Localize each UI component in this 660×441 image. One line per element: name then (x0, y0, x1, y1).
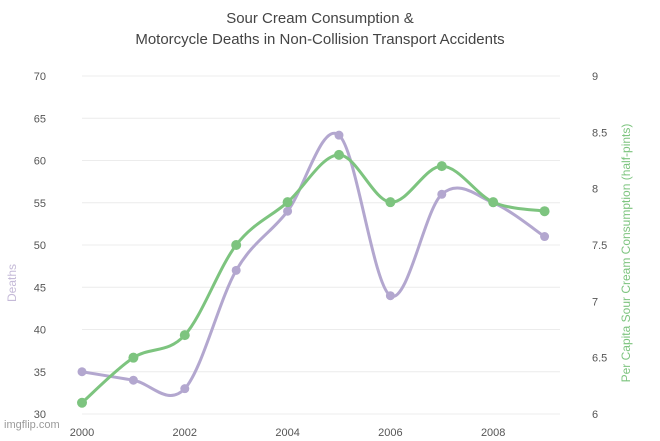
y-left-tick-label: 55 (34, 198, 46, 210)
data-point (540, 232, 550, 242)
y-left-tick-label: 45 (34, 282, 46, 294)
y-left-ticks: 30 35 40 45 50 55 60 65 70 (34, 71, 46, 421)
series-line (80, 153, 547, 405)
series-sour-cream (77, 149, 550, 408)
data-point (77, 397, 87, 408)
data-point (231, 240, 242, 250)
axis-titles: Deaths Per Capita Sour Cream Consumption … (5, 124, 633, 383)
y-left-tick-label: 30 (34, 409, 46, 421)
data-point (333, 149, 344, 160)
y-left-tick-label: 60 (34, 156, 46, 168)
watermark: imgflip.com (4, 419, 60, 431)
y-right-tick-label: 7.5 (592, 240, 607, 252)
x-tick-label: 2008 (481, 427, 505, 436)
x-ticks: 2000 2002 2004 2006 2008 (70, 427, 506, 439)
data-point (488, 197, 499, 208)
y-left-tick-label: 70 (34, 71, 46, 83)
x-tick-label: 2004 (275, 427, 299, 436)
y-right-tick-label: 6.5 (592, 353, 607, 365)
data-point (283, 206, 293, 216)
series (77, 130, 550, 408)
data-point (436, 161, 447, 172)
y-right-tick-label: 7 (592, 296, 598, 308)
chart-title-line: Motorcycle Deaths in Non-Collision Trans… (135, 31, 504, 48)
x-tick-label: 2006 (378, 427, 402, 436)
grid (82, 75, 560, 415)
series-deaths (77, 130, 550, 397)
y-right-tick-label: 8 (592, 184, 598, 196)
y-right-tick-label: 6 (592, 409, 598, 421)
data-point (179, 330, 190, 341)
data-point (128, 352, 139, 363)
y-left-tick-label: 35 (34, 367, 46, 379)
y-left-tick-label: 50 (34, 240, 46, 252)
data-point (282, 197, 293, 208)
data-point (77, 367, 87, 377)
chart-title: Sour Cream Consumption & Motorcycle Death… (135, 10, 504, 48)
x-tick-label: 2002 (173, 427, 197, 436)
y-right-tick-label: 9 (592, 71, 598, 83)
data-point (539, 206, 550, 217)
data-point (437, 189, 447, 199)
y-left-axis-title: Deaths (5, 264, 19, 302)
data-point (180, 384, 190, 394)
y-left-tick-label: 65 (34, 113, 46, 125)
data-point (385, 197, 396, 208)
data-point (385, 291, 395, 301)
chart-title-line: Sour Cream Consumption & (226, 10, 414, 27)
y-left-tick-label: 40 (34, 325, 46, 337)
y-right-axis-title: Per Capita Sour Cream Consumption (half-… (619, 124, 633, 383)
x-tick-label: 2000 (70, 427, 94, 436)
y-right-tick-label: 8.5 (592, 127, 607, 139)
series-line (80, 131, 547, 397)
data-point (128, 375, 138, 385)
data-point (334, 130, 344, 140)
y-right-ticks: 6 6.5 7 7.5 8 8.5 9 (592, 71, 607, 421)
data-point (231, 265, 241, 275)
